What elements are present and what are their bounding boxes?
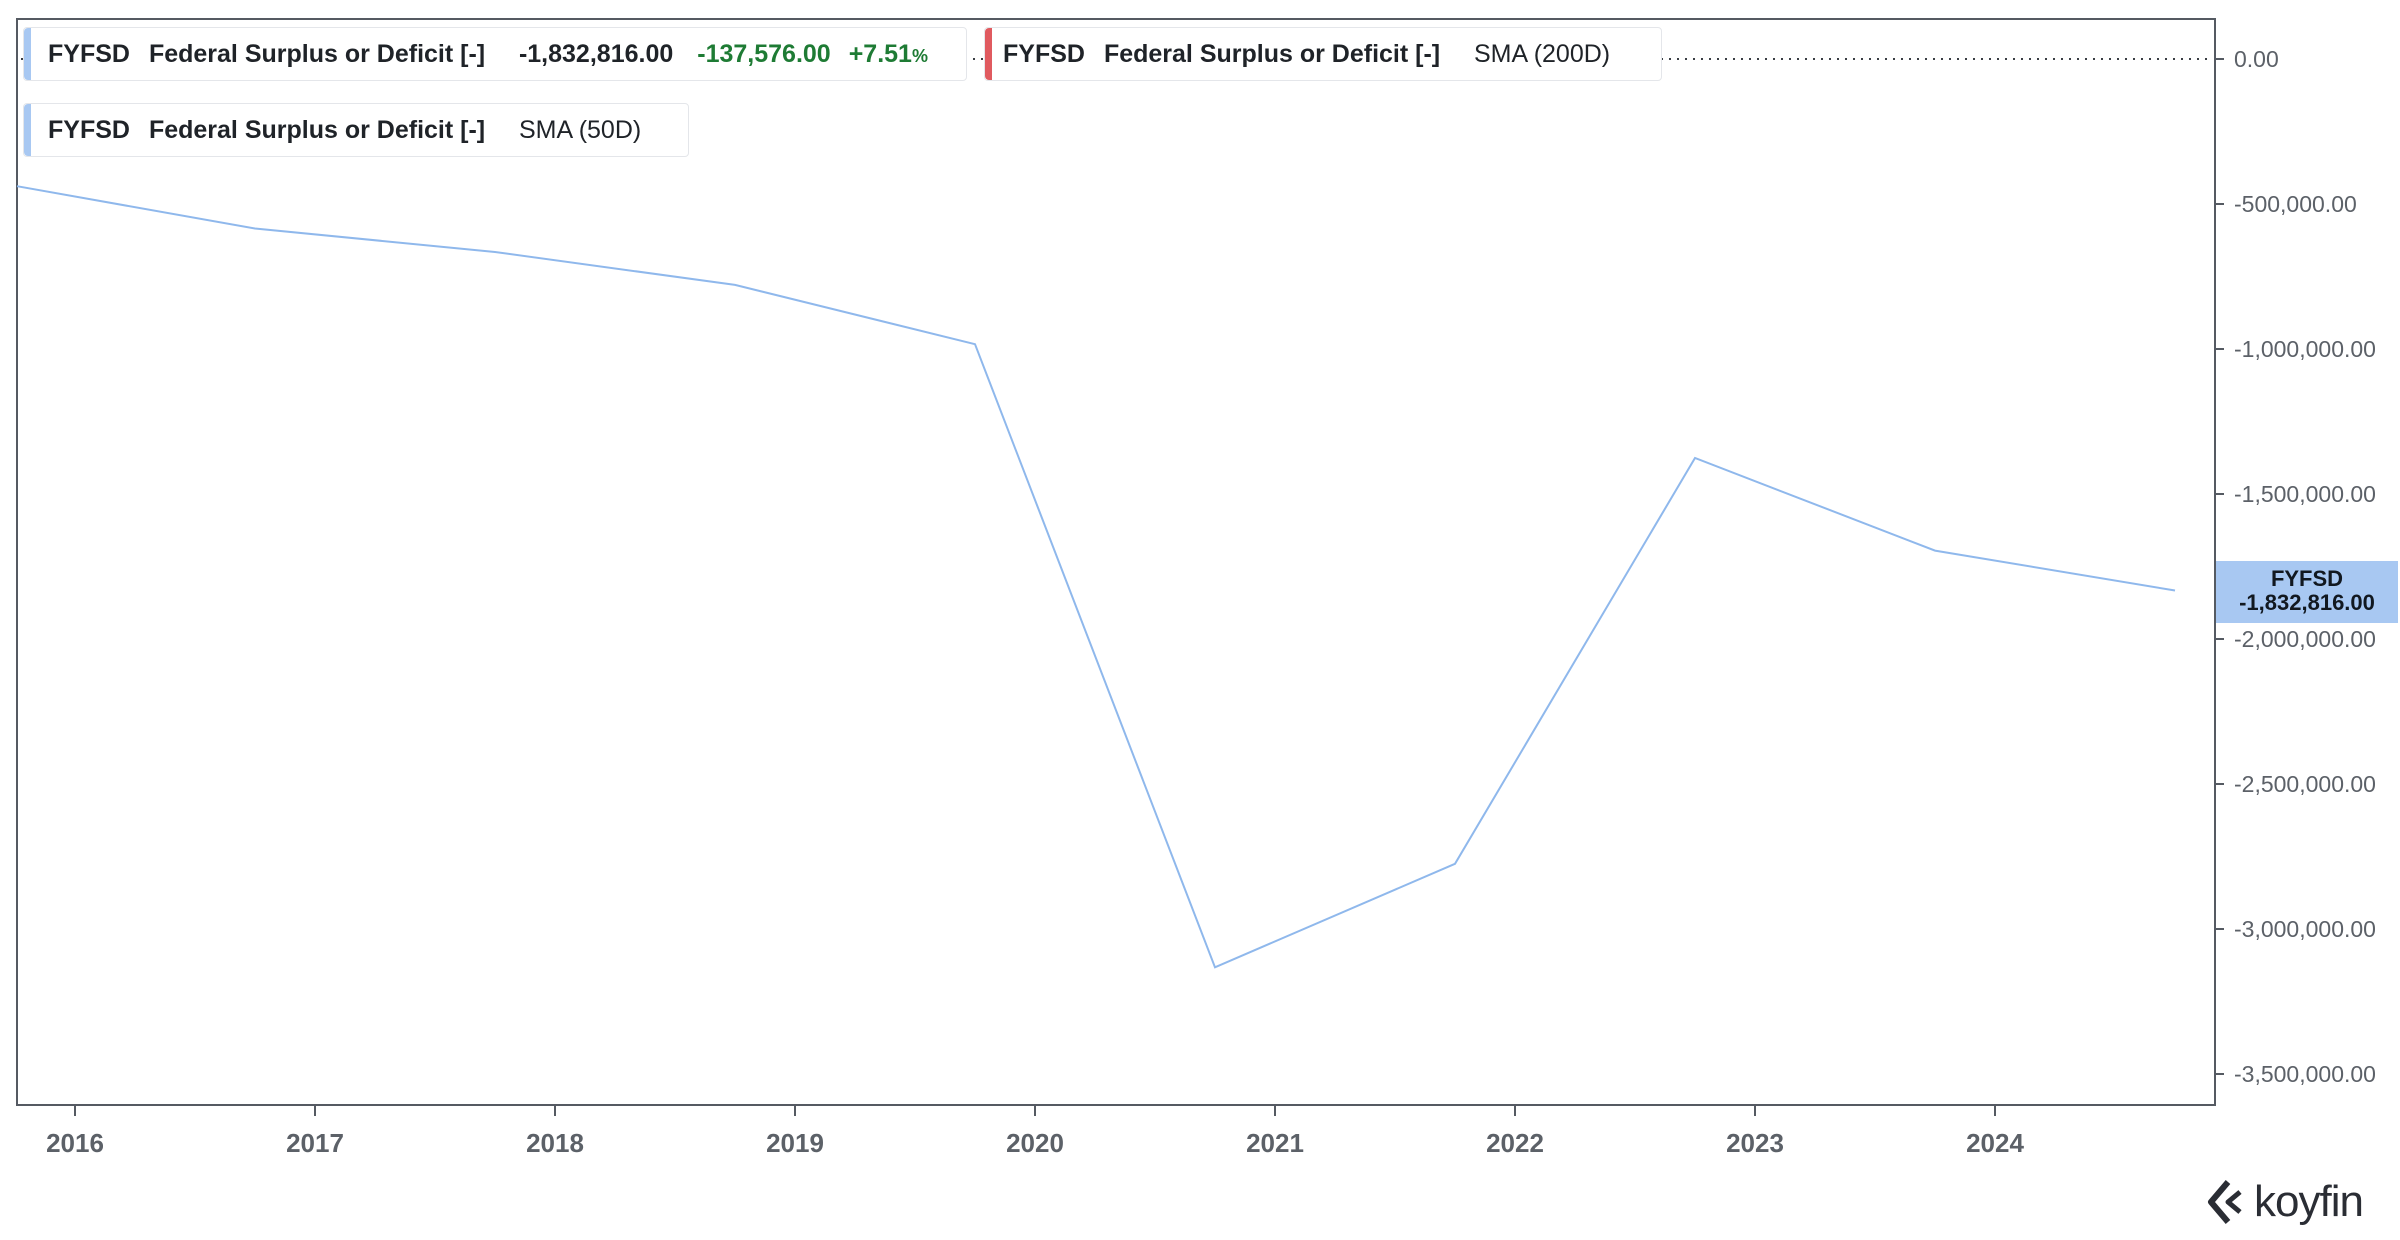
- legend-ticker: FYFSD: [1003, 39, 1085, 68]
- legend-series-name: Federal Surplus or Deficit [-]: [148, 39, 486, 68]
- legend-sma-200[interactable]: FYFSD Federal Surplus or Deficit [-] SMA…: [984, 27, 1662, 81]
- x-tick-label: 2019: [766, 1128, 824, 1158]
- legend-percent-sign: %: [911, 45, 928, 66]
- y-tick-label: -500,000.00: [2234, 191, 2357, 217]
- price-tag-value: -1,832,816.00: [2239, 590, 2375, 615]
- y-tick-label: -1,500,000.00: [2234, 481, 2376, 507]
- y-tick-label: -1,000,000.00: [2234, 336, 2376, 362]
- plot-frame: [16, 18, 2216, 1106]
- x-tick-label: 2023: [1726, 1128, 1784, 1158]
- series-line-fyfsd: [16, 185, 2176, 969]
- x-tick-label: 2024: [1966, 1128, 2024, 1158]
- x-tick-label: 2021: [1246, 1128, 1304, 1158]
- legend-ticker: FYFSD: [48, 115, 130, 144]
- legend-stripe: [985, 28, 992, 80]
- y-tick-label: -3,500,000.00: [2234, 1061, 2376, 1087]
- y-tick-label: -2,500,000.00: [2234, 771, 2376, 797]
- legend-series-name: Federal Surplus or Deficit [-]: [148, 115, 486, 144]
- price-tag-ticker: FYFSD: [2270, 566, 2344, 591]
- x-tick-label: 2022: [1486, 1128, 1544, 1158]
- koyfin-chevron-icon: [2208, 1180, 2242, 1224]
- x-tick-label: 2016: [46, 1128, 104, 1158]
- legend-change-percent-value: +7.51: [848, 39, 912, 68]
- legend-stripe: [24, 104, 31, 156]
- legend-last-value: -1,832,816.00: [518, 39, 674, 68]
- legend-study-name: SMA (50D): [518, 115, 642, 144]
- y-axis: 0.00 -500,000.00 -1,000,000.00 -1,500,000.0…: [2216, 46, 2376, 1087]
- x-tick-label: 2018: [526, 1128, 584, 1158]
- y-tick-label: -2,000,000.00: [2234, 626, 2376, 652]
- y-tick-label: -3,000,000.00: [2234, 916, 2376, 942]
- legend-main-series[interactable]: FYFSD Federal Surplus or Deficit [-] -1,…: [23, 27, 967, 81]
- legend-study-name: SMA (200D): [1473, 39, 1611, 68]
- x-tick-label: 2020: [1006, 1128, 1064, 1158]
- x-axis: 2016 2017 2018 2019 2020 2021 2022 2023 2024: [46, 1106, 2024, 1158]
- legend-change: -137,576.00: [697, 39, 831, 68]
- legend-ticker: FYFSD: [48, 39, 130, 68]
- last-price-tag: FYFSD -1,832,816.00: [2216, 561, 2398, 623]
- legend-sma-50[interactable]: FYFSD Federal Surplus or Deficit [-] SMA…: [23, 103, 689, 157]
- y-tick-label: 0.00: [2234, 46, 2279, 72]
- brand-name: koyfin: [2254, 1177, 2364, 1226]
- legend-change-percent: +7.51%: [849, 40, 928, 69]
- koyfin-logo: koyfin: [2206, 1172, 2364, 1232]
- x-tick-label: 2017: [286, 1128, 344, 1158]
- legend-series-name: Federal Surplus or Deficit [-]: [1103, 39, 1441, 68]
- legend-stripe: [24, 28, 31, 80]
